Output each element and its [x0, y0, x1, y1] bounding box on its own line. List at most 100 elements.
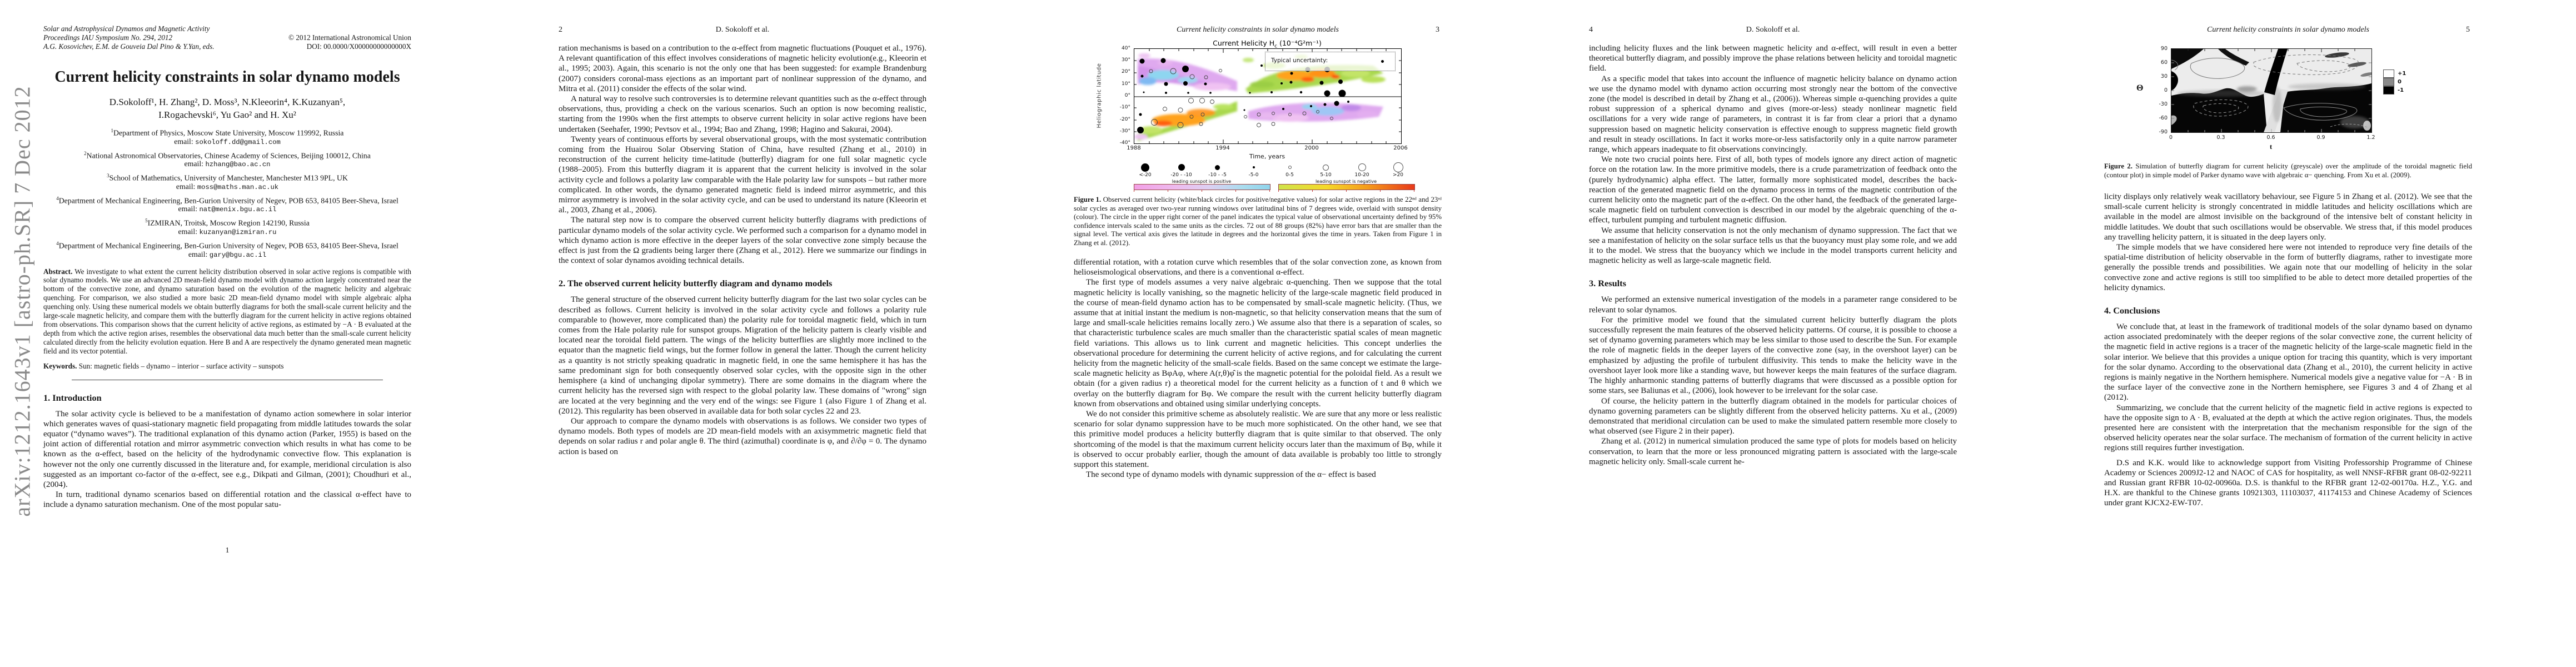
email-address: nat@menix.bgu.ac.il [199, 206, 277, 214]
page-number: 1 [225, 546, 230, 555]
uncertainty-label: Typical uncertainty: [1271, 57, 1328, 64]
colorbar-segment-negative [2383, 86, 2394, 94]
paragraph: As a specific model that takes into acco… [1589, 74, 1957, 155]
paragraph: For the primitive model we found that th… [1589, 315, 1957, 396]
colorbar-positive-label: leading sunspot is positive [1172, 179, 1232, 184]
figure1-plot: Typical uncertainty: [1134, 48, 1402, 144]
running-head-title: Current helicity constraints in solar dy… [2207, 26, 2369, 34]
legend-circle [1252, 166, 1255, 168]
figure2-plot-graphic [2171, 49, 2374, 132]
fig2-ticks [2171, 49, 2371, 132]
figure1-ytick: -10° [1119, 104, 1130, 110]
email-address: kuzanyan@izmiran.ru [199, 228, 277, 236]
paragraph: The general structure of the observed cu… [559, 295, 926, 416]
figure2-ytick: 30 [2160, 73, 2168, 79]
legend-circle [1178, 164, 1185, 171]
figure1-y-axis-label: Heliographic latitude [1096, 63, 1103, 128]
colorbar-negative [1278, 184, 1415, 190]
authors: D.Sokoloff¹, H. Zhang², D. Moss³, N.Klee… [43, 96, 411, 121]
paragraph: including helicity fluxes and the link b… [1589, 44, 1957, 73]
colorbar-label: +1 [2398, 71, 2406, 77]
figure1-plot-graphic [1134, 49, 1401, 143]
email-address: moss@maths.man.ac.uk [197, 183, 279, 191]
page-4: 4 D. Sokoloff et al. including helicity … [1546, 0, 2061, 667]
uncertainty-dot-icon [1381, 60, 1384, 63]
figure1-xtick: 1994 [1215, 145, 1230, 151]
figure2-ytick: 0 [2164, 87, 2168, 93]
affiliations: 1Department of Physics, Moscow State Uni… [43, 127, 411, 260]
arxiv-watermark: arXiv:1212.1643v1 [astro-ph.SR] 7 Dec 20… [9, 86, 35, 517]
fig1-mosaic [1134, 53, 1386, 141]
page3-body: differential rotation, with a rotation c… [1074, 257, 1442, 480]
colorbar-segment-zero [2383, 78, 2394, 86]
figure2-ytick: -60 [2159, 115, 2168, 121]
colorbar-negative-label: leading sunspot is negative [1315, 179, 1377, 184]
abstract: Abstract. We investigate to what extent … [43, 267, 412, 355]
affiliation-5: 5IZMIRAN, Troitsk, Moscow Region 142190,… [145, 218, 310, 236]
authors-line-2: I.Rogachevski⁶, Yu Gao² and H. Xu² [158, 109, 296, 120]
figure2-colorbar [2383, 69, 2394, 94]
proceedings-header: Solar and Astrophysical Dynamos and Magn… [43, 24, 411, 51]
paragraph: We conclude that, at least in the framew… [2104, 322, 2472, 402]
figure2-ytick: -90 [2159, 129, 2168, 135]
paragraph: ration mechanisms is based on a contribu… [559, 44, 926, 93]
figure2-plot [2171, 48, 2374, 133]
running-head: Current helicity constraints in solar dy… [1074, 0, 1442, 38]
figure1-ytick: 30° [1122, 57, 1130, 63]
section-1-heading: 1. Introduction [43, 392, 102, 403]
paragraph: We performed an extensive numerical inve… [1589, 295, 1957, 315]
paragraph: differential rotation, with a rotation c… [1074, 258, 1442, 277]
section-2-heading: 2. The observed current helicity butterf… [559, 278, 833, 289]
section-3-heading: 3. Results [1589, 278, 1626, 289]
figure1-ytick: 10° [1122, 81, 1130, 87]
legend-circle [1393, 162, 1403, 172]
figure1-size-labels: <-20 -20 - -10 -10 - -5 -5-0 0-5 5-10 10-20… [1139, 172, 1403, 178]
page-1: arXiv:1212.1643v1 [astro-ph.SR] 7 Dec 20… [0, 0, 515, 667]
figure2-ytick: -30 [2159, 101, 2168, 107]
paragraph: The second type of dynamo models with dy… [1086, 470, 1376, 480]
page-number: 3 [1436, 26, 1439, 34]
figure2-xtick: 0 [2169, 135, 2173, 141]
fig1-circles [1137, 58, 1349, 133]
paragraph: The solar activity cycle is believed to … [43, 409, 411, 490]
figure2-ytick: 60 [2160, 59, 2168, 66]
colorbar-label: -1 [2398, 87, 2404, 93]
proceedings-series: Solar and Astrophysical Dynamos and Magn… [43, 24, 210, 33]
fig2-contours [2171, 54, 2368, 128]
figure1-x-axis-label: Time, years [1249, 153, 1285, 160]
legend-circle [1358, 163, 1366, 171]
paragraph: Our approach to compare the dynamo model… [559, 416, 926, 456]
legend-circle [1323, 164, 1329, 171]
abstract-label: Abstract. [43, 267, 73, 276]
figure1-ytick: -30° [1119, 128, 1130, 134]
page4-body: including helicity fluxes and the link b… [1589, 43, 1957, 467]
keywords-label: Keywords. [43, 361, 77, 370]
running-head-title: Current helicity constraints in solar dy… [1177, 26, 1339, 34]
paragraph: In turn, traditional dynamo scenarios ba… [43, 490, 411, 510]
running-head: 4 D. Sokoloff et al. [1589, 0, 1957, 38]
paragraph: We assume that helicity conservation is … [1589, 226, 1957, 266]
email-address: hzhang@bao.ac.cn [205, 161, 271, 169]
figure2-y-axis-label: Θ [2136, 83, 2144, 93]
running-head-authors: D. Sokoloff et al. [715, 26, 770, 34]
affiliation-2: 2National Astronomical Observatories, Ch… [84, 150, 371, 169]
page-number: 5 [2466, 26, 2470, 34]
paragraph: The simple models that we have considere… [2104, 243, 2472, 292]
figure1-xtick: 2000 [1304, 145, 1319, 151]
figure2-xtick: 0.3 [2216, 135, 2225, 141]
figure1-title: Current Helicity Hc (10⁻⁴G²m⁻¹) [1213, 39, 1322, 49]
acknowledgements: D.S and K.K. would like to acknowledge s… [2104, 458, 2472, 508]
email-address: sokoloff.dd@gmail.com [195, 138, 281, 146]
paragraph: licity displays only relatively weak vac… [2104, 192, 2472, 242]
page1-body: 1. Introduction The solar activity cycle… [43, 392, 411, 510]
figure2-ytick: 90 [2160, 46, 2168, 52]
figure1-caption: Figure 1. Observed current helicity (whi… [1074, 196, 1442, 247]
page-number: 4 [1589, 26, 1593, 34]
legend-circle [1215, 165, 1220, 170]
figure2-x-axis-label: t [2269, 142, 2273, 151]
paragraph: A natural way to resolve such controvers… [559, 94, 926, 134]
email-address: gary@bgu.ac.il [209, 251, 267, 259]
running-head: 2 D. Sokoloff et al. [559, 0, 926, 38]
figure-2: Θ 90 60 30 0 -30 -60 -90 [2104, 39, 2472, 155]
figure1-xtick: 1988 [1127, 145, 1141, 151]
